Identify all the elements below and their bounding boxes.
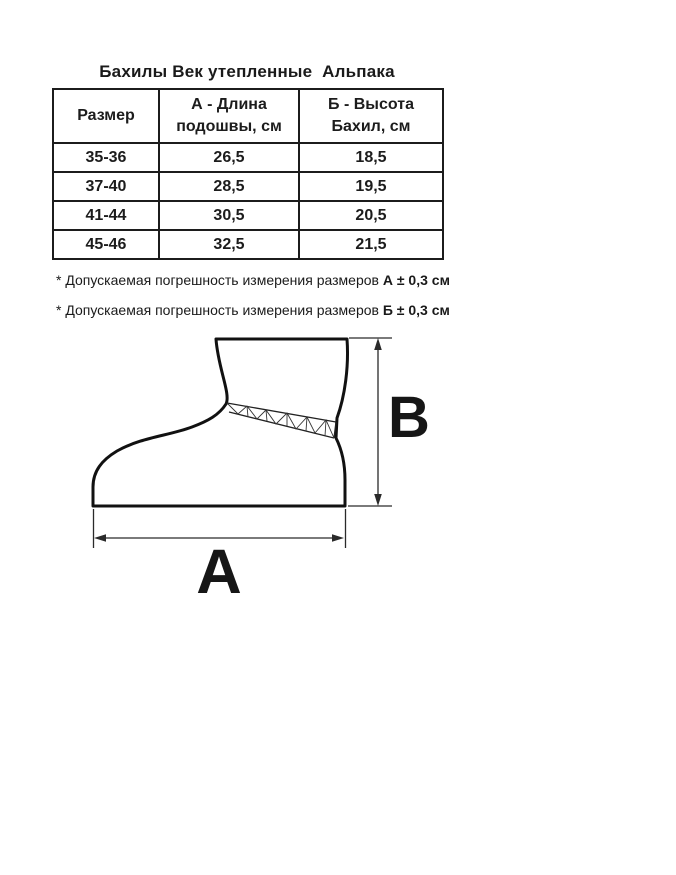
header-size-label: Размер: [77, 106, 135, 124]
cell-length: 30,5: [158, 200, 300, 231]
table-row: 35-36 26,5 18,5: [52, 142, 444, 173]
header-size: Размер: [52, 88, 160, 144]
header-length: А - Длина подошвы, см: [158, 88, 300, 144]
table-row: 45-46 32,5 21,5: [52, 229, 444, 260]
cell-height: 20,5: [298, 200, 444, 231]
tolerance-note-b: * Допускаемая погрешность измерения разм…: [56, 302, 450, 318]
cell-length: 28,5: [158, 171, 300, 202]
header-length-line2: подошвы, см: [176, 118, 282, 135]
size-table: Размер А - Длина подошвы, см Б - Высота …: [52, 88, 444, 260]
tolerance-note-a: * Допускаемая погрешность измерения разм…: [56, 272, 450, 288]
elastic-band: [226, 402, 337, 439]
dimension-b: В: [348, 337, 430, 507]
header-height-line2: Бахил, см: [331, 118, 411, 135]
boot-outline: [91, 337, 349, 508]
header-height: Б - Высота Бахил, см: [298, 88, 444, 144]
cell-size: 45-46: [52, 229, 160, 260]
cell-length: 32,5: [158, 229, 300, 260]
dimension-b-arrow-up: [374, 338, 382, 350]
cell-size: 41-44: [52, 200, 160, 231]
cell-size: 35-36: [52, 142, 160, 173]
header-height-line1: Б - Высота: [328, 95, 414, 113]
cell-size: 37-40: [52, 171, 160, 202]
note-text: * Допускаемая погрешность измерения разм…: [56, 272, 383, 288]
boot-diagram: В А: [91, 337, 430, 605]
elastic-band-zigzag: [226, 402, 335, 439]
table-row: 41-44 30,5 20,5: [52, 200, 444, 231]
page-title: Бахилы Век утепленные Альпака: [99, 62, 395, 81]
note-text: * Допускаемая погрешность измерения разм…: [56, 302, 383, 318]
dimension-a-label: А: [196, 537, 242, 605]
dimension-a-arrow-right: [332, 534, 344, 542]
elastic-band-right-edge: [333, 421, 337, 439]
dimension-b-arrow-down: [374, 494, 382, 506]
header-length-line1: А - Длина: [191, 95, 267, 113]
cell-height: 19,5: [298, 171, 444, 202]
dimension-a: А: [92, 509, 347, 605]
elastic-band-top-edge: [226, 402, 337, 423]
dimension-a-arrow-left: [94, 534, 106, 542]
note-bold-value: Б ± 0,3 см: [382, 302, 450, 318]
elastic-band-bottom-edge: [228, 411, 335, 439]
elastic-band-hatching: [246, 405, 327, 437]
note-bold-value: А ± 0,3 см: [382, 272, 450, 288]
cell-height: 18,5: [298, 142, 444, 173]
cell-length: 26,5: [158, 142, 300, 173]
table-row: 37-40 28,5 19,5: [52, 171, 444, 202]
table-header-row: Размер А - Длина подошвы, см Б - Высота …: [52, 88, 444, 144]
dimension-b-label: В: [388, 385, 430, 450]
cell-height: 21,5: [298, 229, 444, 260]
